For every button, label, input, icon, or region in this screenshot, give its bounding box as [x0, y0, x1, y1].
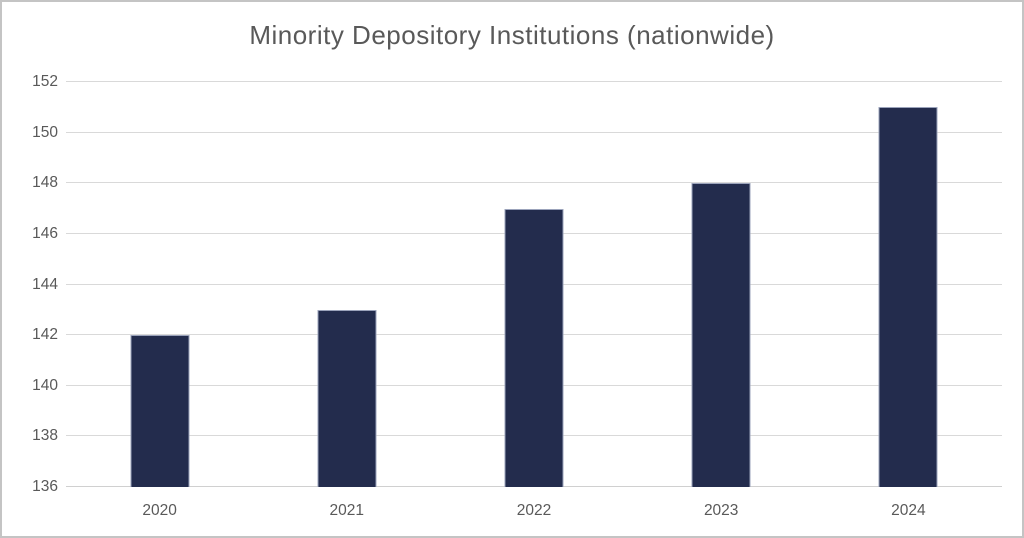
- y-axis-tick-label-150: 150: [32, 123, 58, 141]
- gridline-y-148: [66, 182, 1002, 184]
- y-axis-tick-label-146: 146: [32, 224, 58, 242]
- bar-2023: [691, 183, 751, 487]
- y-axis-tick-label-152: 152: [32, 73, 58, 90]
- y-axis-tick-label-140: 140: [32, 376, 58, 394]
- bar-2020: [130, 335, 190, 487]
- y-axis-tick-label-138: 138: [32, 427, 58, 445]
- plot-area: [66, 81, 1002, 487]
- gridline-y-152: [66, 81, 1002, 82]
- chart-title: Minority Depository Institutions (nation…: [249, 20, 775, 50]
- x-axis-tick-label-2021: 2021: [329, 502, 365, 519]
- x-axis-tick-label-2024: 2024: [891, 502, 926, 519]
- y-axis-tick-label-148: 148: [32, 174, 58, 192]
- bar-2022: [504, 208, 564, 487]
- x-axis-tick-label-2023: 2023: [703, 502, 739, 519]
- y-axis-tick-label-144: 144: [32, 275, 58, 293]
- x-axis-tick-label-2020: 2020: [142, 502, 177, 519]
- x-axis-tick-label-2022: 2022: [516, 502, 552, 519]
- gridline-y-150: [66, 131, 1002, 133]
- bar-2024: [878, 107, 938, 487]
- y-axis-tick-label-142: 142: [32, 326, 58, 344]
- y-axis-tick-label-136: 136: [32, 478, 58, 495]
- bar-2021: [317, 309, 377, 487]
